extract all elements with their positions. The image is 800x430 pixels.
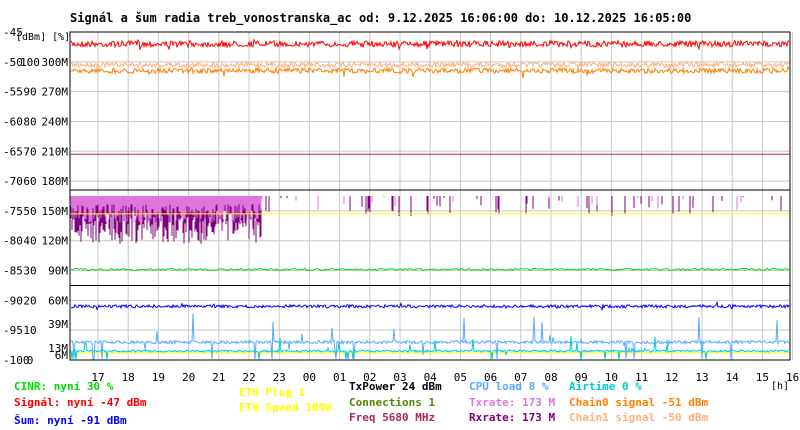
y-tick-percent: 70: [23, 145, 36, 158]
x-tick: 17: [91, 371, 104, 384]
x-tick: 00: [303, 371, 316, 384]
series-layer: [70, 38, 790, 360]
y-tick-rate: 60M: [48, 294, 68, 307]
y-tick-dbm: -55: [3, 86, 23, 99]
legend-txrate: Txrate: 173 M: [469, 396, 556, 409]
y-tick-percent: 10: [23, 324, 36, 337]
x-tick: 20: [182, 371, 195, 384]
x-tick: 04: [424, 371, 438, 384]
plot-frame: [69, 31, 791, 361]
x-tick: 18: [122, 371, 135, 384]
x-tick: 07: [514, 371, 527, 384]
y-tick-rate: 180M: [42, 175, 69, 188]
legend-signal: Signál: nyní -47 dBm: [14, 396, 147, 409]
y-axis: -45-50-55-60-65-70-75-80-85-90-95-100100…: [3, 26, 68, 367]
cpu-line: [70, 313, 790, 360]
y-tick-dbm: -75: [3, 205, 23, 218]
txrate-bars: [70, 196, 742, 223]
airtime-line: [70, 335, 790, 360]
y-tick-dbm: -100: [3, 354, 30, 367]
x-tick: 23: [273, 371, 286, 384]
legend-rxrate: Rxrate: 173 M: [469, 411, 556, 424]
x-tick: 09: [575, 371, 588, 384]
legend-cpu: CPU load 8 %: [469, 380, 549, 393]
x-tick: 21: [212, 371, 225, 384]
y-tick-dbm: -60: [3, 115, 23, 128]
y-tick-percent: 20: [23, 294, 36, 307]
y-tick-rate: 270M: [42, 86, 69, 99]
x-tick: 08: [544, 371, 557, 384]
legend-txpower: TxPower 24 dBm: [349, 380, 442, 393]
x-tick: 22: [242, 371, 255, 384]
y-tick-rate-low: 13M: [48, 342, 68, 355]
x-unit-label: [h]: [771, 381, 789, 392]
x-tick: 10: [605, 371, 618, 384]
y-tick-percent: 30: [23, 265, 36, 278]
y-tick-rate: 210M: [42, 145, 69, 158]
x-tick: 16: [786, 371, 799, 384]
x-tick: 13: [695, 371, 708, 384]
x-tick: 11: [635, 371, 648, 384]
legend-freq: Freq 5680 MHz: [349, 411, 436, 424]
legend-connections: Connections 1: [349, 396, 436, 409]
y-tick-dbm: -95: [3, 324, 23, 337]
x-tick: 19: [152, 371, 165, 384]
legend-eth-speed: ETH Speed 1000: [239, 401, 332, 414]
y-tick-dbm: -45: [3, 26, 23, 39]
y-tick-dbm: -70: [3, 175, 23, 188]
y-tick-rate: 90M: [48, 265, 68, 278]
x-axis: 17 18 19 20 21 22 23 00 01 02 03 04 05 06 07 08 09 10 11 12…: [91, 371, 799, 384]
y-tick-rate: 120M: [42, 235, 69, 248]
y-tick-percent: 0: [27, 354, 34, 367]
y-tick-rate: 240M: [42, 115, 69, 128]
y-tick-percent: 90: [23, 86, 36, 99]
legend-chain1: Chain1 signal -50 dBm: [569, 411, 709, 424]
y-tick-dbm: -50: [3, 56, 23, 69]
chain1-line: [70, 60, 790, 69]
y-tick-rate: 300M: [42, 56, 69, 69]
legend-airtime: Airtime 0 %: [569, 380, 642, 393]
signal-line: [70, 38, 790, 51]
legend-eth-plug: ETH Plug 1: [239, 386, 306, 399]
y-tick-dbm: -80: [3, 235, 23, 248]
y-tick-rate-low: 39M: [48, 318, 68, 331]
chain0-line: [70, 65, 790, 78]
noise-line: [71, 300, 790, 312]
y-tick-percent: 100: [20, 56, 40, 69]
cinr-line: [70, 267, 790, 271]
x-tick: 06: [484, 371, 497, 384]
x-tick: 01: [333, 371, 346, 384]
y-tick-dbm: -85: [3, 265, 23, 278]
y-tick-dbm: -65: [3, 145, 23, 158]
y-tick-rate-low: 6M: [55, 349, 69, 362]
y-tick-percent: 60: [23, 175, 36, 188]
y-tick-percent: 40: [23, 235, 36, 248]
x-tick: 03: [393, 371, 406, 384]
x-tick: 02: [363, 371, 376, 384]
legend-chain0: Chain0 signal -51 dBm: [569, 396, 709, 409]
x-tick: 05: [454, 371, 467, 384]
y-tick-dbm: -90: [3, 294, 23, 307]
y-tick-rate: 150M: [42, 205, 69, 218]
legend-noise: Šum: nyní -91 dBm: [14, 414, 127, 427]
y-tick-percent: 50: [23, 205, 36, 218]
y-tick-percent: 80: [23, 115, 36, 128]
chart-title: Signál a šum radia treb_vonostranska_ac …: [70, 11, 691, 26]
x-tick: 15: [756, 371, 769, 384]
y-units-label: [dBm] [%]: [16, 32, 70, 43]
x-tick: 12: [665, 371, 678, 384]
legend-cinr: CINR: nyní 30 %: [14, 380, 114, 393]
x-tick: 14: [726, 371, 740, 384]
